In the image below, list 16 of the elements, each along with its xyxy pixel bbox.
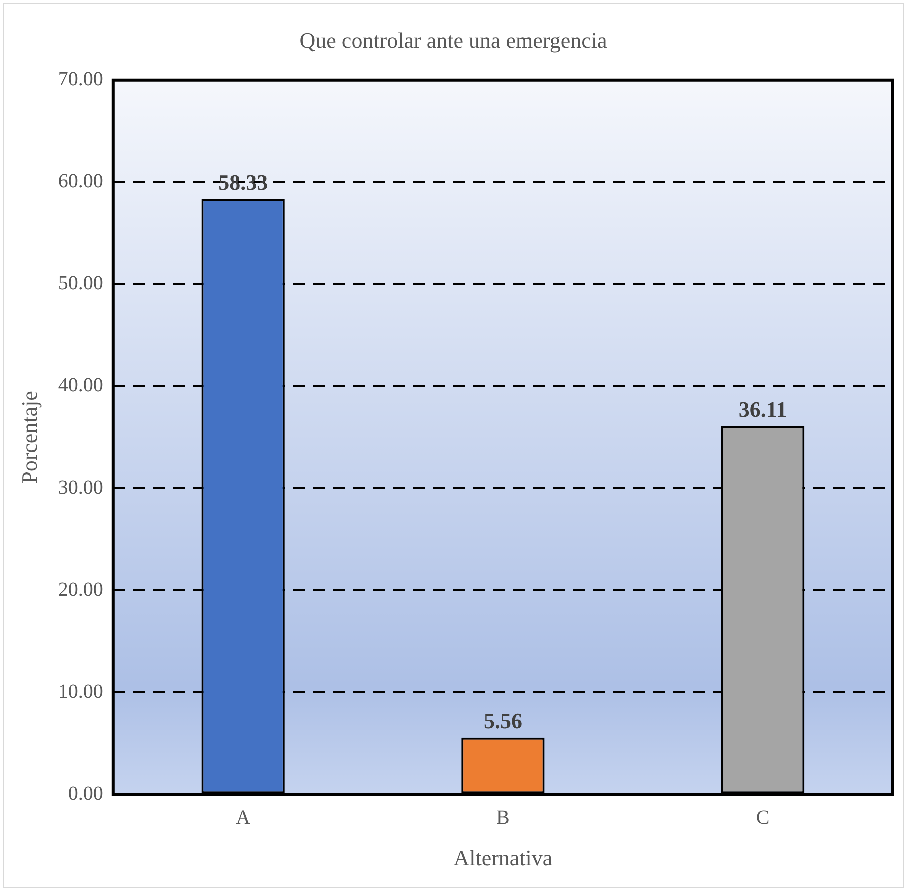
x-tick-label: A [236, 806, 252, 829]
y-axis-title: Porcentaje [16, 391, 42, 484]
data-label: 5.56 [484, 708, 522, 734]
x-tick-label: C [756, 806, 770, 829]
y-tick-label: 10.00 [58, 680, 104, 703]
chart-title: Que controlar ante una emergencia [300, 28, 608, 53]
y-tick-label: 50.00 [58, 272, 104, 295]
y-tick-label: 40.00 [58, 374, 104, 397]
data-label: 36.11 [738, 396, 788, 422]
y-tick-label: 60.00 [58, 170, 104, 193]
y-tick-label: 0.00 [68, 782, 104, 805]
x-tick-label: B [496, 806, 510, 829]
x-axis-title: Alternativa [454, 846, 553, 871]
y-tick-label: 20.00 [58, 578, 104, 601]
y-tick-label: 70.00 [58, 68, 104, 91]
y-tick-label: 30.00 [58, 476, 104, 499]
